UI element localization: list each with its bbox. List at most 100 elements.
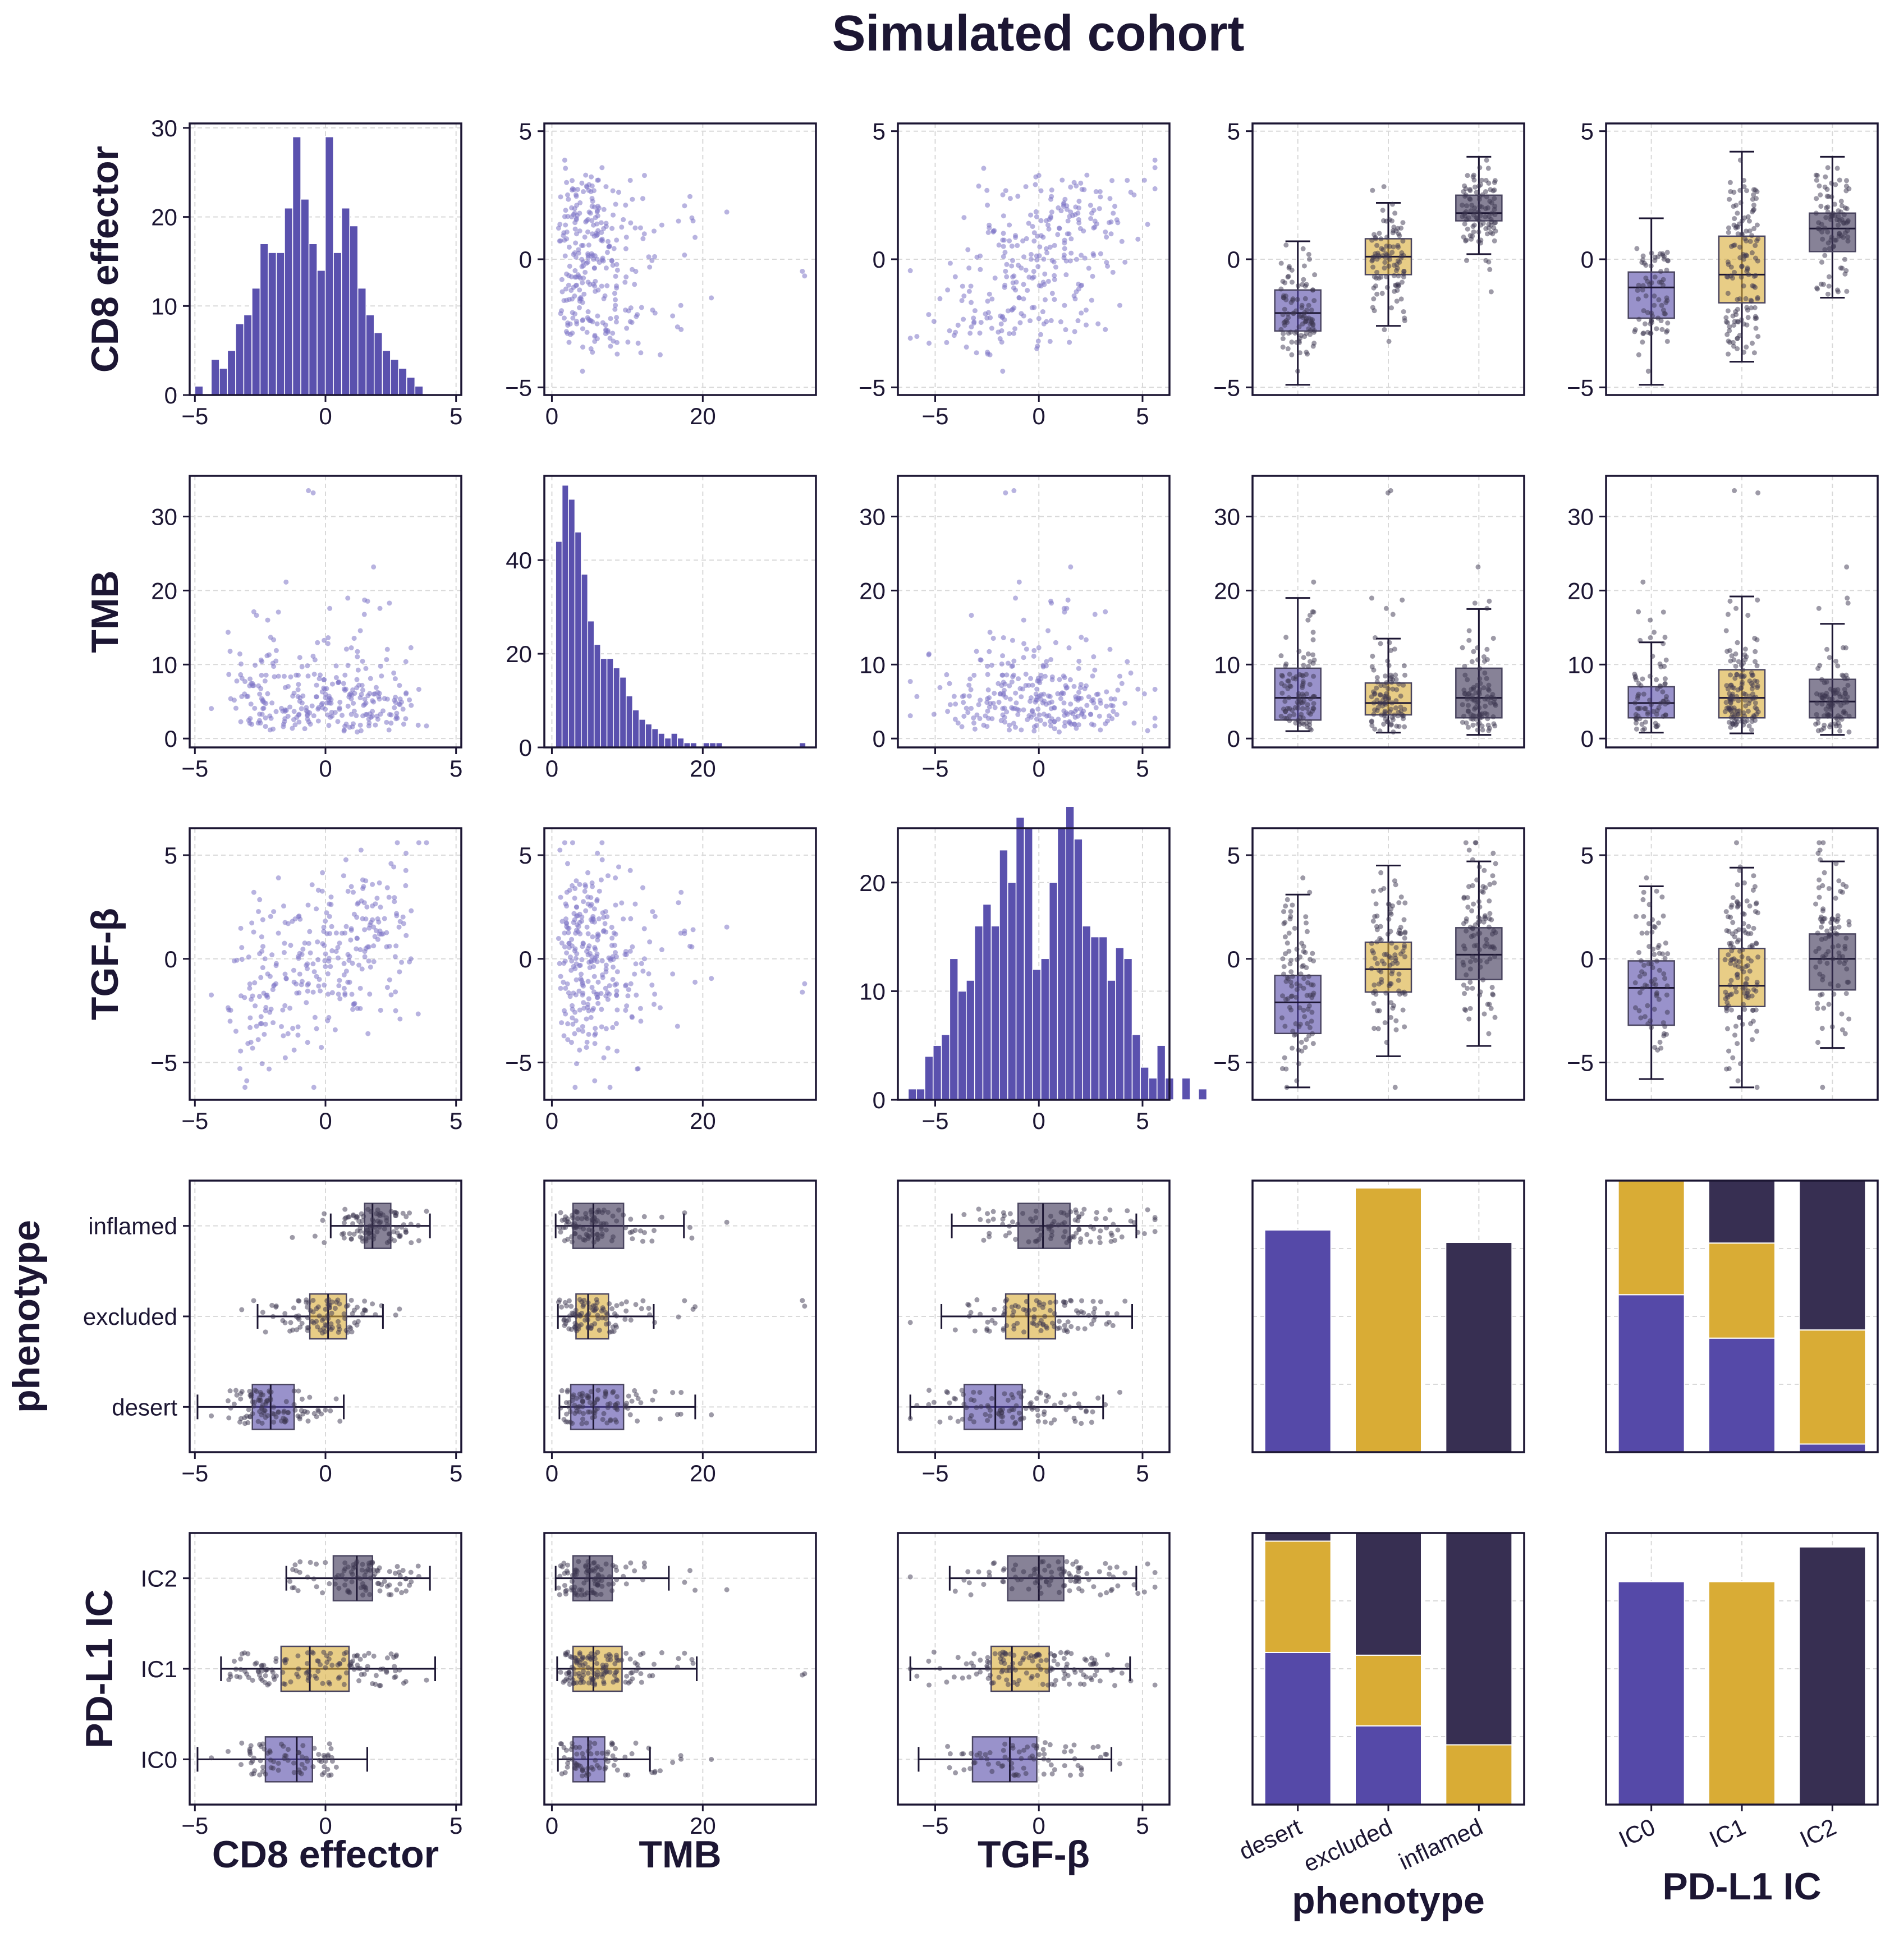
scatter-point [1145, 222, 1150, 227]
scatter-point [985, 687, 991, 692]
jitter-point [1312, 272, 1318, 278]
jitter-point [1722, 957, 1728, 962]
scatter-point [1052, 297, 1057, 302]
jitter-point [1401, 309, 1406, 315]
scatter-point [585, 309, 591, 315]
jitter-point [1729, 653, 1735, 659]
scatter-point [641, 173, 647, 178]
jitter-point [1294, 987, 1300, 993]
scatter-point [392, 676, 398, 682]
scatter-point [1068, 564, 1074, 570]
scatter-point [281, 722, 286, 727]
scatter-point [397, 702, 403, 708]
scatter-point [249, 722, 255, 727]
scatter-point [966, 288, 972, 294]
scatter-point [569, 958, 575, 964]
jitter-point [1036, 1300, 1042, 1305]
jitter-point [1370, 919, 1376, 924]
scatter-point [359, 898, 364, 904]
jitter-point [1751, 203, 1756, 208]
jitter-point [621, 1212, 626, 1218]
jitter-point [1754, 900, 1759, 906]
jitter-point [1654, 958, 1659, 964]
jitter-point [1823, 205, 1829, 210]
jitter-point [1286, 930, 1292, 936]
jitter-point [1283, 635, 1289, 640]
jitter-point [1725, 291, 1731, 296]
scatter-point [569, 178, 575, 183]
jitter-point [1383, 673, 1388, 679]
scatter-point [595, 931, 600, 937]
jitter-point [1076, 1214, 1081, 1219]
scatter-point [621, 217, 626, 222]
scatter-point [581, 1000, 586, 1006]
scatter-point [392, 895, 397, 901]
jitter-point [1396, 244, 1401, 250]
scatter-point [248, 701, 254, 707]
jitter-point [1735, 1041, 1740, 1046]
jitter-point [947, 1400, 952, 1406]
jitter-point [1466, 884, 1471, 889]
x-tick-label: −5 [181, 755, 208, 782]
jitter-point [629, 1398, 635, 1404]
scatter-point [969, 324, 974, 330]
jitter-point [1832, 213, 1838, 218]
scatter-point [581, 291, 587, 297]
scatter-point [1066, 231, 1072, 237]
jitter-point [1466, 637, 1472, 643]
jitter-point [1400, 597, 1405, 603]
scatter-point [408, 956, 414, 962]
scatter-point [593, 215, 598, 221]
scatter-point [608, 343, 613, 349]
jitter-point [1372, 274, 1377, 279]
scatter-point [629, 1015, 635, 1020]
scatter-point [1021, 655, 1026, 660]
scatter-point [416, 687, 421, 692]
jitter-point [1730, 895, 1736, 901]
jitter-point [1635, 296, 1641, 302]
jitter-point [1301, 722, 1307, 727]
jitter-point [1730, 339, 1736, 345]
jitter-point [1634, 246, 1640, 251]
scatter-point [675, 1023, 680, 1029]
scatter-point [1046, 713, 1052, 718]
jitter-point [1657, 967, 1662, 973]
scatter-point [632, 225, 638, 231]
jitter-point [1489, 200, 1494, 205]
scatter-point [309, 703, 315, 709]
jitter-point [1730, 276, 1735, 281]
scatter-point [580, 326, 585, 332]
jitter-point [348, 1236, 354, 1242]
y-tick-label: 0 [1581, 946, 1594, 972]
jitter-point [1491, 928, 1497, 934]
jitter-point [1844, 564, 1850, 570]
scatter-point [985, 310, 991, 315]
scatter-point [1001, 237, 1007, 243]
jitter-point [1474, 943, 1480, 948]
scatter-point [570, 1015, 575, 1021]
scatter-point [594, 221, 600, 227]
jitter-point [1652, 302, 1657, 308]
jitter-point [1835, 663, 1841, 669]
jitter-point [1845, 600, 1851, 606]
jitter-point [1398, 296, 1404, 302]
jitter-point [1636, 609, 1641, 614]
jitter-point [1837, 177, 1842, 183]
jitter-point [1485, 696, 1490, 702]
scatter-point [247, 1025, 253, 1030]
scatter-point [564, 903, 570, 909]
scatter-point [1089, 210, 1095, 216]
scatter-point [359, 966, 365, 972]
scatter-point [1049, 258, 1055, 263]
jitter-point [1098, 1228, 1103, 1234]
jitter-point [637, 1228, 643, 1234]
jitter-point [1835, 913, 1841, 919]
jitter-point [1035, 1413, 1041, 1419]
jitter-point [1745, 315, 1751, 320]
jitter-point [1038, 1328, 1044, 1333]
jitter-point [1733, 722, 1739, 728]
jitter-point [609, 1238, 614, 1243]
jitter-point [1058, 1400, 1063, 1406]
jitter-point [365, 1206, 371, 1212]
